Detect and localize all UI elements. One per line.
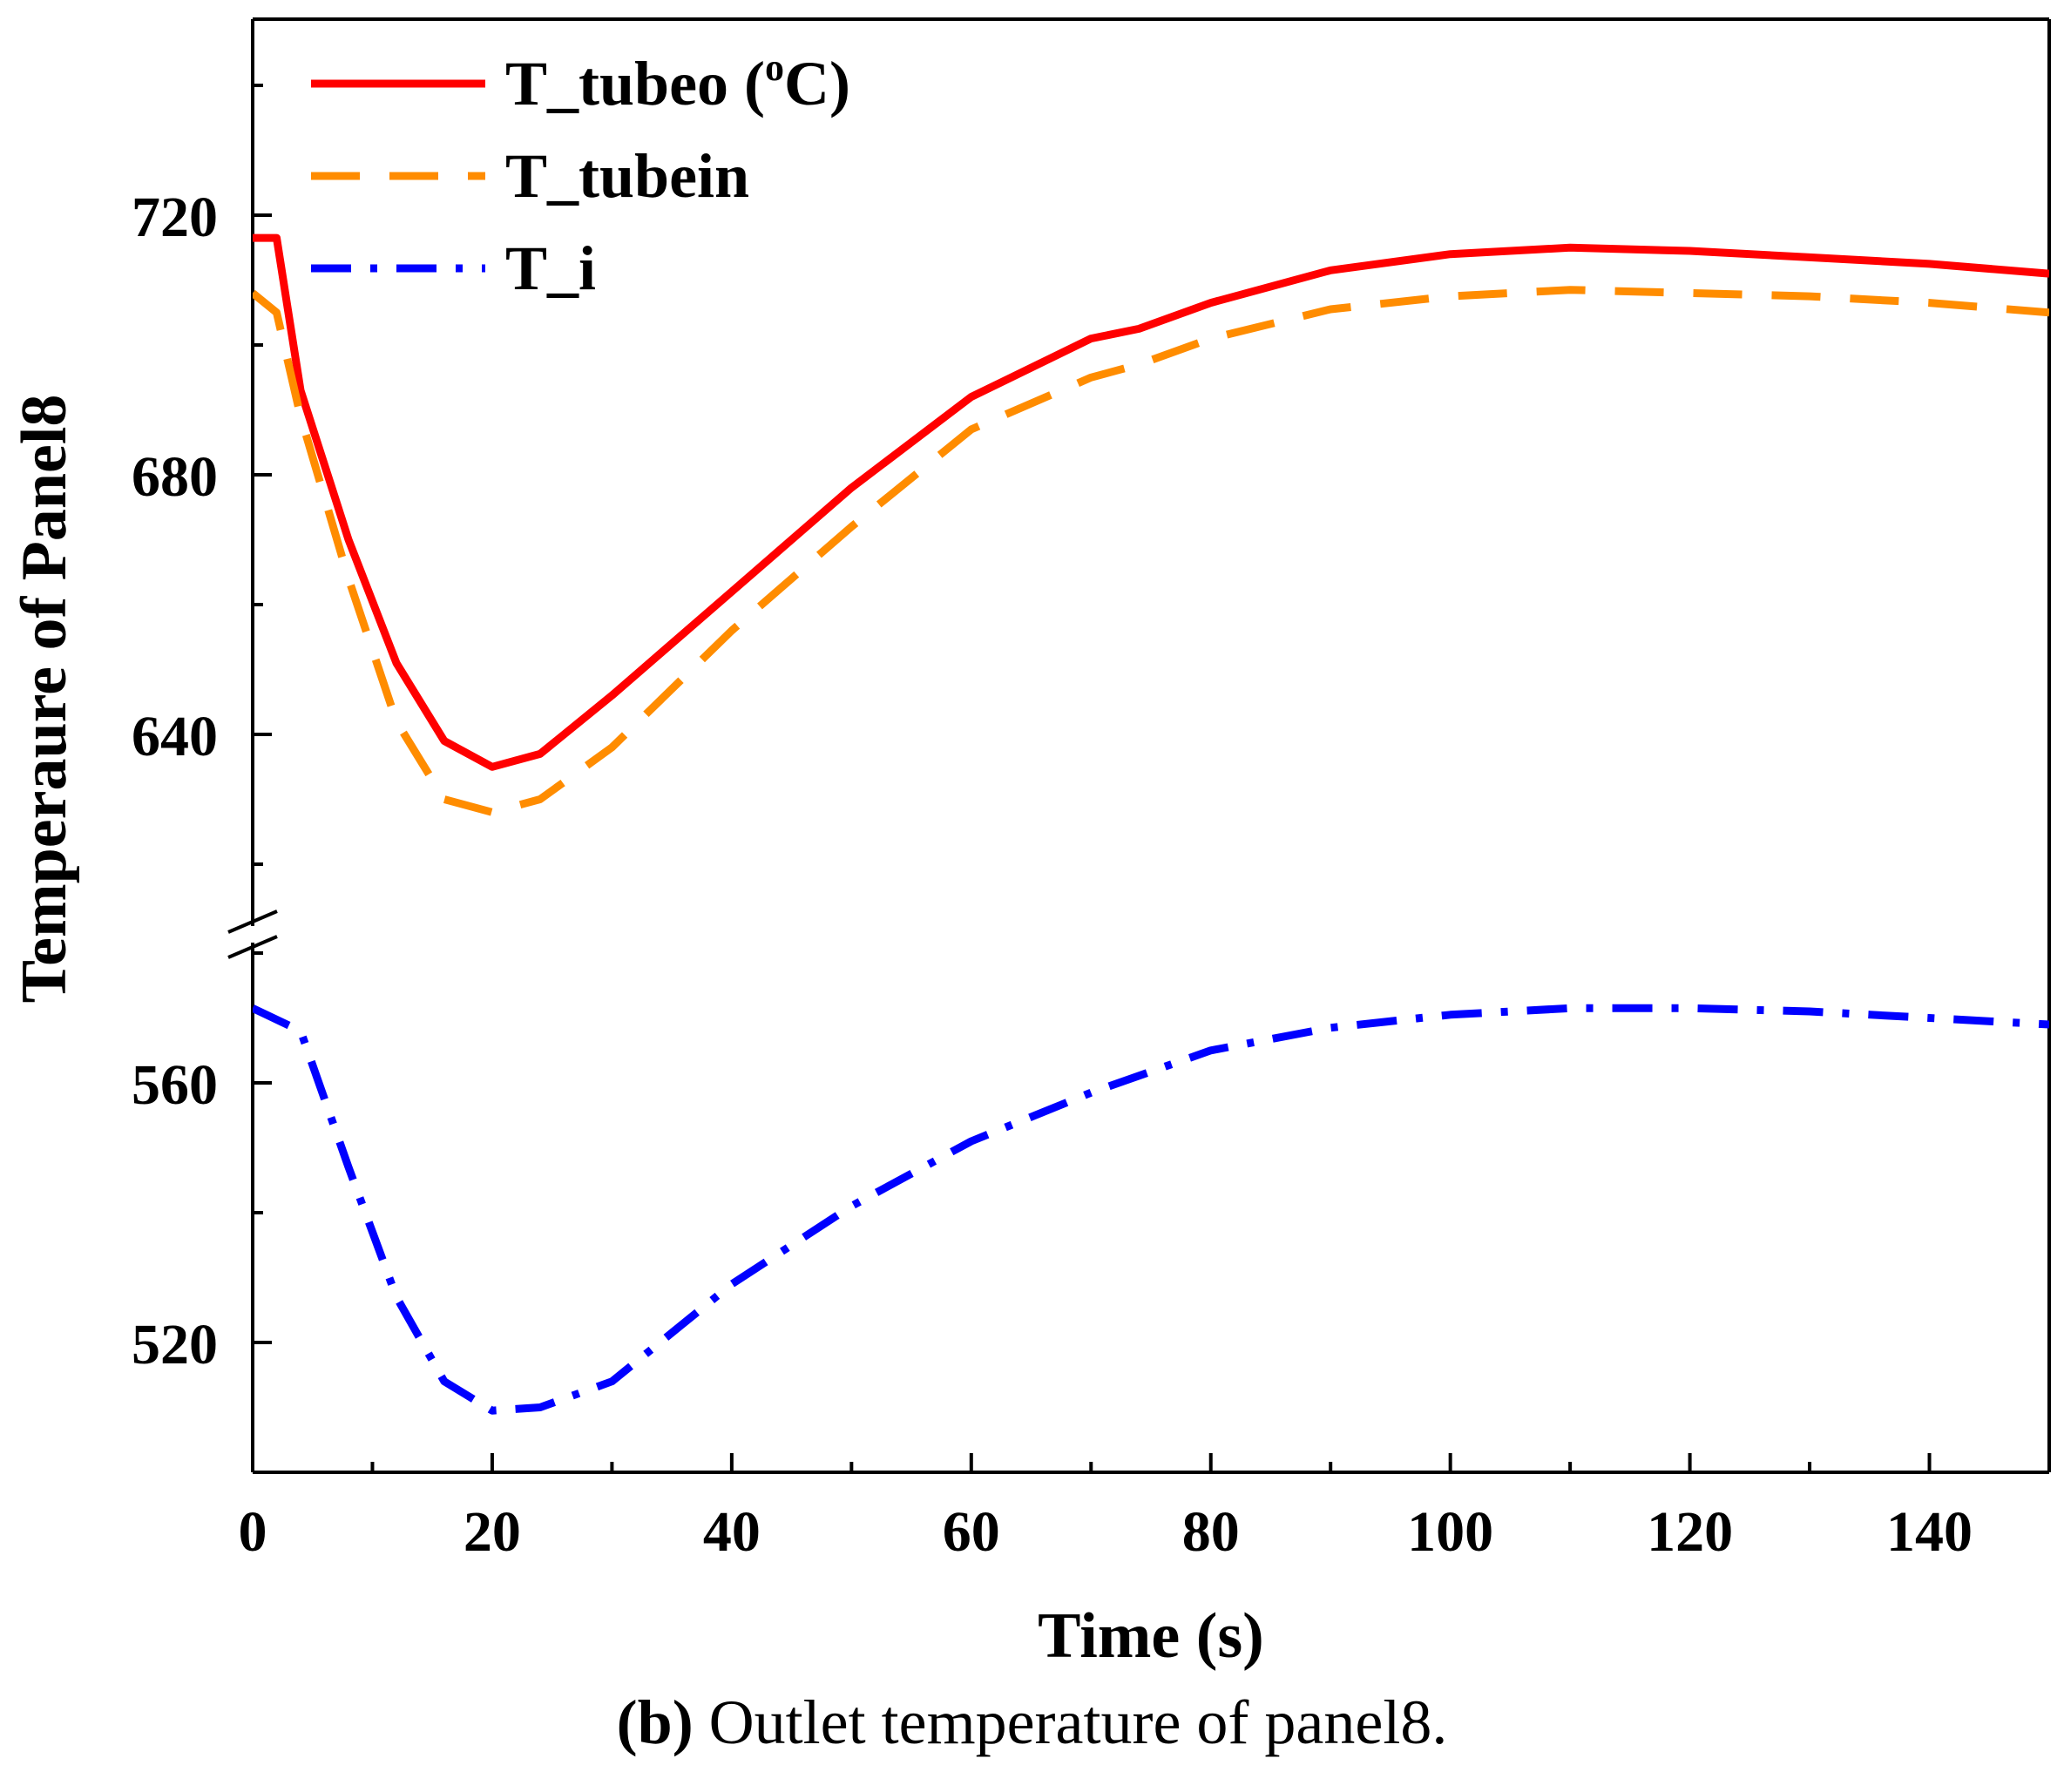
legend-unit: ( [728, 49, 765, 118]
axes-frame [227, 17, 2051, 1474]
y-tick-label: 720 [132, 186, 218, 249]
caption-text: Outlet temperature of panel8. [693, 1687, 1448, 1757]
y-axis-title: Temperaure of Panel8 [9, 395, 80, 1004]
series-layer [252, 233, 2050, 1415]
x-tick-label: 60 [943, 1500, 1000, 1564]
series-line-t-tubeo [253, 233, 2049, 771]
series-line-t-i [253, 1004, 2049, 1415]
figure-caption: (b) Outlet temperature of panel8. [0, 1687, 2064, 1759]
x-tick-label: 100 [1407, 1500, 1493, 1564]
x-tick-label: 80 [1182, 1500, 1240, 1564]
x-tick-label: 140 [1886, 1500, 1973, 1564]
x-tick-label: 120 [1647, 1500, 1733, 1564]
y-tick-label: 520 [132, 1313, 218, 1376]
caption-label: (b) [616, 1687, 694, 1757]
legend: T_tubeo (oC) T_tubein T_i [311, 46, 850, 303]
y-axis-ticks: 520 560 640 680 720 [132, 84, 272, 1376]
x-axis-title: Time (s) [1038, 1600, 1264, 1672]
axis-break-mark-bottom [227, 935, 278, 959]
x-tick-label: 20 [464, 1500, 521, 1564]
series-line-t-tubein [253, 286, 2049, 816]
x-tick-label: 0 [239, 1500, 267, 1564]
y-tick-label: 560 [132, 1053, 218, 1117]
axis-break-mark-top [227, 910, 278, 934]
legend-label: T_i [505, 233, 596, 303]
y-tick-label: 680 [132, 445, 218, 509]
legend-label: T_tubeo (oC) [505, 46, 850, 118]
legend-label: T_tubein [505, 141, 749, 211]
x-axis-ticks: 0 20 40 60 80 100 120 140 [239, 1453, 1973, 1564]
x-tick-label: 40 [703, 1500, 761, 1564]
y-tick-label: 640 [132, 705, 218, 768]
